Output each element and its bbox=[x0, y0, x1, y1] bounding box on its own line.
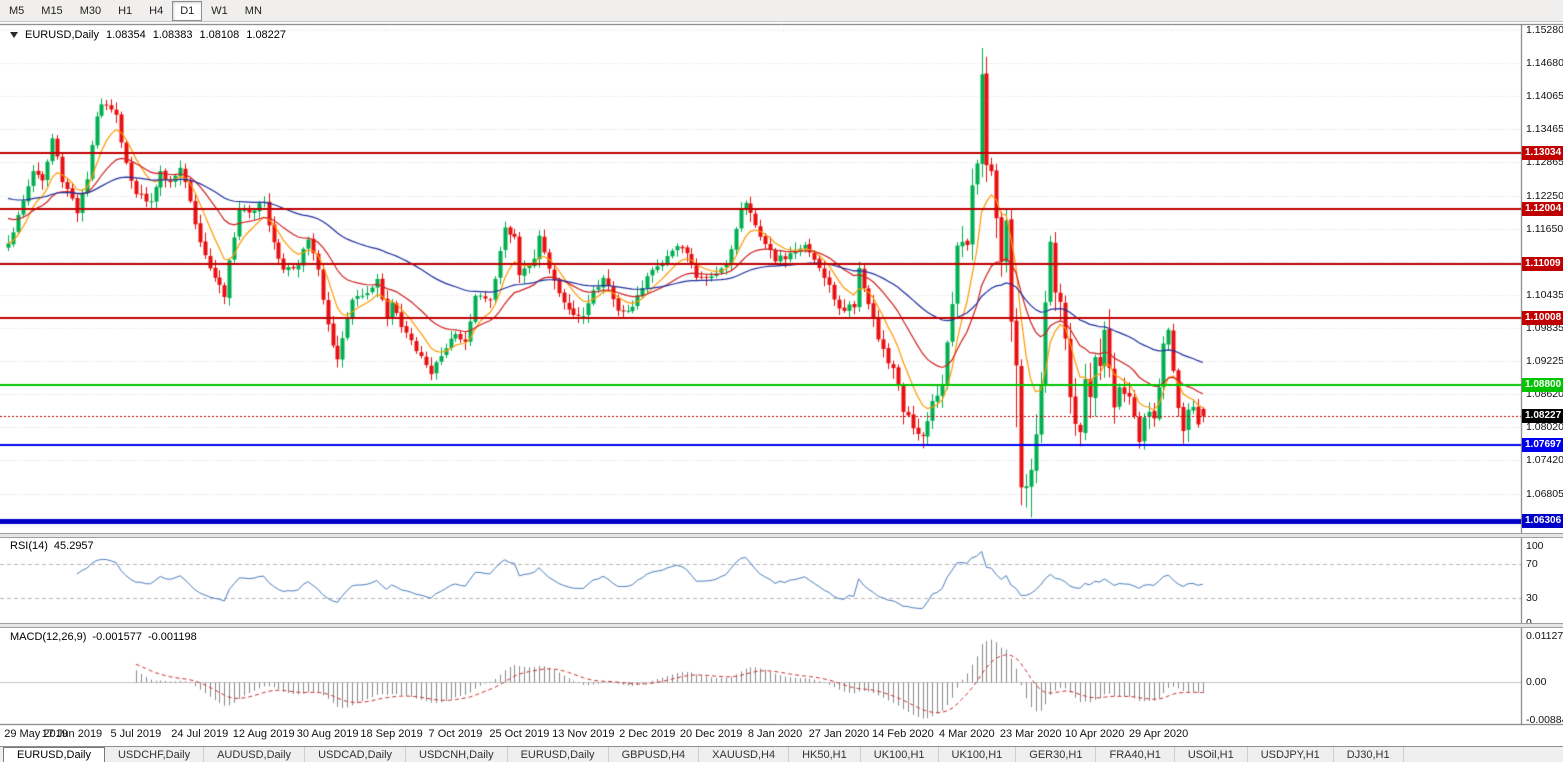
panel-separator-rsi[interactable] bbox=[0, 533, 1563, 538]
chart-tab-usoil-h1[interactable]: USOil,H1 bbox=[1175, 747, 1248, 762]
chart-window: EURUSD,Daily 1.08354 1.08383 1.08108 1.0… bbox=[0, 22, 1563, 746]
timeframe-button-w1[interactable]: W1 bbox=[211, 4, 228, 17]
macd-signal-value: -0.001198 bbox=[147, 631, 197, 643]
macd-name: MACD(12,26,9) bbox=[10, 631, 87, 643]
chart-symbol-label: EURUSD,Daily bbox=[25, 29, 99, 41]
chart-tab-hk50-h1[interactable]: HK50,H1 bbox=[789, 747, 861, 762]
chart-menu-icon[interactable] bbox=[10, 32, 18, 38]
timeframe-button-d1[interactable]: D1 bbox=[172, 0, 203, 21]
chart-tab-bar: EURUSD,Daily USDCHF,Daily AUDUSD,Daily USDC… bbox=[0, 746, 1563, 762]
timeframe-button-h4[interactable]: H4 bbox=[149, 4, 164, 17]
ohlc-low-value: 1.08108 bbox=[199, 29, 240, 41]
price-chart-canvas[interactable] bbox=[0, 22, 1563, 746]
chart-tab-usdcnh-daily[interactable]: USDCNH,Daily bbox=[406, 747, 508, 762]
rsi-indicator-label: RSI(14) 45.2957 bbox=[10, 540, 94, 552]
chart-tab-audusd-daily[interactable]: AUDUSD,Daily bbox=[204, 747, 306, 762]
chart-tab-uk100-h1[interactable]: UK100,H1 bbox=[861, 747, 939, 762]
chart-tab-eurusd-daily[interactable]: EURUSD,Daily bbox=[3, 747, 105, 762]
chart-tab-dj30-h1[interactable]: DJ30,H1 bbox=[1334, 747, 1404, 762]
panel-separator-macd[interactable] bbox=[0, 623, 1563, 628]
timeframe-toolbar: M5 M15 M30 H1 H4 D1 W1 MN bbox=[0, 0, 1563, 22]
chart-tab-xauusd-h4[interactable]: XAUUSD,H4 bbox=[699, 747, 790, 762]
timeframe-button-h1[interactable]: H1 bbox=[118, 4, 133, 17]
chart-tab-usdchf-daily[interactable]: USDCHF,Daily bbox=[105, 747, 205, 762]
timeframe-button-m15[interactable]: M15 bbox=[41, 4, 63, 17]
chart-tab-usdjpy-h1[interactable]: USDJPY,H1 bbox=[1248, 747, 1334, 762]
chart-tab-gbpusd-h4[interactable]: GBPUSD,H4 bbox=[609, 747, 700, 762]
ohlc-close-value: 1.08227 bbox=[246, 29, 287, 41]
macd-main-value: -0.001577 bbox=[92, 631, 142, 643]
chart-tab-eurusd-daily[interactable]: EURUSD,Daily bbox=[508, 747, 609, 762]
timeframe-button-m30[interactable]: M30 bbox=[79, 4, 102, 17]
rsi-value: 45.2957 bbox=[53, 540, 94, 552]
chart-title: EURUSD,Daily 1.08354 1.08383 1.08108 1.0… bbox=[10, 29, 286, 41]
chart-tab-ger30-h1[interactable]: GER30,H1 bbox=[1016, 747, 1097, 762]
ohlc-high-value: 1.08383 bbox=[152, 29, 193, 41]
rsi-name: RSI(14) bbox=[10, 540, 48, 552]
ohlc-open-value: 1.08354 bbox=[105, 29, 146, 41]
chart-tab-usdcad-daily[interactable]: USDCAD,Daily bbox=[305, 747, 407, 762]
timeframe-button-m5[interactable]: M5 bbox=[9, 4, 25, 17]
chart-tab-uk100-h1[interactable]: UK100,H1 bbox=[939, 747, 1017, 762]
chart-tab-fra40-h1[interactable]: FRA40,H1 bbox=[1096, 747, 1175, 762]
timeframe-button-mn[interactable]: MN bbox=[244, 4, 262, 17]
macd-indicator-label: MACD(12,26,9) -0.001577 -0.001198 bbox=[10, 631, 197, 643]
